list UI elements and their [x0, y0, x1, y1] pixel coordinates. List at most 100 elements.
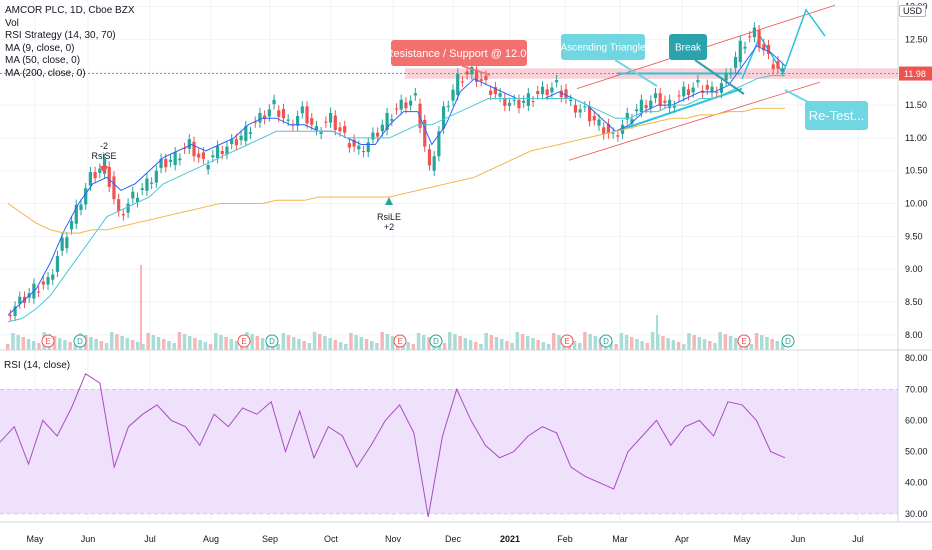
candle-body [569, 99, 573, 102]
candle-body [776, 61, 780, 69]
break-callout-box [669, 34, 707, 60]
candle-body [682, 86, 686, 97]
candle-body [150, 182, 154, 184]
indicator-ma9[interactable]: MA (9, close, 0) [5, 42, 75, 54]
time-tick-label: Nov [385, 534, 402, 544]
candle-body [752, 27, 756, 38]
candle-body [371, 132, 375, 140]
indicator-rsi-strategy[interactable]: RSI Strategy (14, 30, 70) [5, 30, 116, 41]
candle-body [616, 135, 620, 137]
volume-bar [58, 338, 62, 350]
candle-body [540, 86, 545, 95]
candle-body [347, 143, 352, 148]
volume-bar [94, 339, 98, 350]
volume-bar [775, 341, 780, 350]
candle-body [479, 79, 483, 81]
volume-bar [380, 332, 384, 350]
indicator-ma50[interactable]: MA (50, close, 0) [5, 55, 81, 66]
currency-badge[interactable]: USD [899, 5, 927, 17]
candle-body [644, 105, 648, 109]
volume-bar [500, 339, 504, 350]
triangle-callout-box [561, 34, 645, 60]
volume-bar [6, 344, 10, 350]
candle-body [597, 119, 601, 126]
candle-body [267, 109, 271, 117]
candle-body [272, 99, 276, 105]
candle-body [550, 87, 554, 93]
candle-body [630, 119, 634, 124]
signal-short-top: -2 [100, 141, 108, 151]
volume-bar [312, 332, 317, 350]
candle-body [220, 151, 224, 155]
indicator-ma200[interactable]: MA (200, close, 0) [5, 67, 86, 79]
time-tick-label: Dec [445, 534, 462, 544]
candle-body [164, 158, 168, 168]
marker-label: E [741, 337, 746, 346]
volume-bar [692, 335, 696, 350]
symbol-title[interactable]: AMCOR PLC, 1D, Cboe BZX [5, 5, 135, 16]
chart-legend: AMCOR PLC, 1D, Cboe BZX Vol RSI Strategy… [5, 5, 134, 80]
volume-bar [286, 335, 291, 350]
retest-callout-text: Re-Test... [809, 108, 865, 123]
candle-body [187, 139, 191, 149]
volume-bar [479, 344, 483, 350]
candle-body [536, 91, 540, 95]
volume-bar [661, 336, 665, 350]
candle-body [154, 170, 158, 183]
candle-body [606, 123, 611, 134]
candle-body [446, 105, 450, 107]
time-tick-label: Jun [791, 534, 806, 544]
candle-body [512, 99, 516, 101]
resistance-pointer [461, 65, 491, 76]
candle-body [409, 100, 413, 106]
candlesticks [8, 22, 785, 322]
candle-body [460, 81, 465, 83]
candle-body [522, 100, 526, 103]
dividend-marker [781, 334, 795, 348]
volume-bar [676, 342, 681, 350]
candle-body [131, 191, 135, 199]
volume-bar [474, 342, 478, 350]
candle-body [418, 103, 422, 128]
last-price-text: 11.98 [904, 69, 926, 79]
time-tick-label: Jun [81, 534, 96, 544]
volume-bar [99, 341, 104, 350]
candle-body [456, 73, 460, 95]
candle-body [225, 146, 229, 155]
volume-bar [219, 335, 223, 350]
candle-body [757, 30, 761, 47]
retest-callout-box [805, 101, 868, 130]
candle-body [602, 127, 606, 135]
candle-body [592, 116, 596, 121]
candle-body [715, 91, 719, 93]
time-tick-label: Jul [144, 534, 156, 544]
volume-bar [723, 334, 728, 350]
candle-body [663, 100, 667, 103]
volume-bar [583, 332, 587, 350]
candle-body [394, 108, 399, 110]
candle-body [625, 112, 629, 120]
candle-body [611, 132, 615, 134]
volume-bar [188, 336, 192, 350]
candle-body [333, 115, 337, 131]
candle-body [762, 44, 766, 51]
volume-bar [754, 333, 759, 350]
candle-body [98, 168, 102, 173]
volume-bar [167, 341, 171, 350]
rsi-panel-label[interactable]: RSI (14, close) [4, 360, 71, 371]
indicator-vol[interactable]: Vol [5, 17, 19, 29]
volume-bar [156, 337, 161, 350]
volume-bar [624, 335, 629, 350]
volume-bar [416, 333, 421, 350]
candle-body [69, 221, 74, 230]
volume-bar [463, 338, 468, 350]
candle-body [587, 106, 592, 122]
volume-bar [687, 333, 691, 350]
ma-line [7, 45, 786, 316]
volume-bar [89, 337, 93, 350]
rsi-band [0, 389, 898, 514]
candle-body [145, 178, 149, 191]
volume-bar [318, 334, 322, 350]
candle-body [46, 277, 50, 285]
